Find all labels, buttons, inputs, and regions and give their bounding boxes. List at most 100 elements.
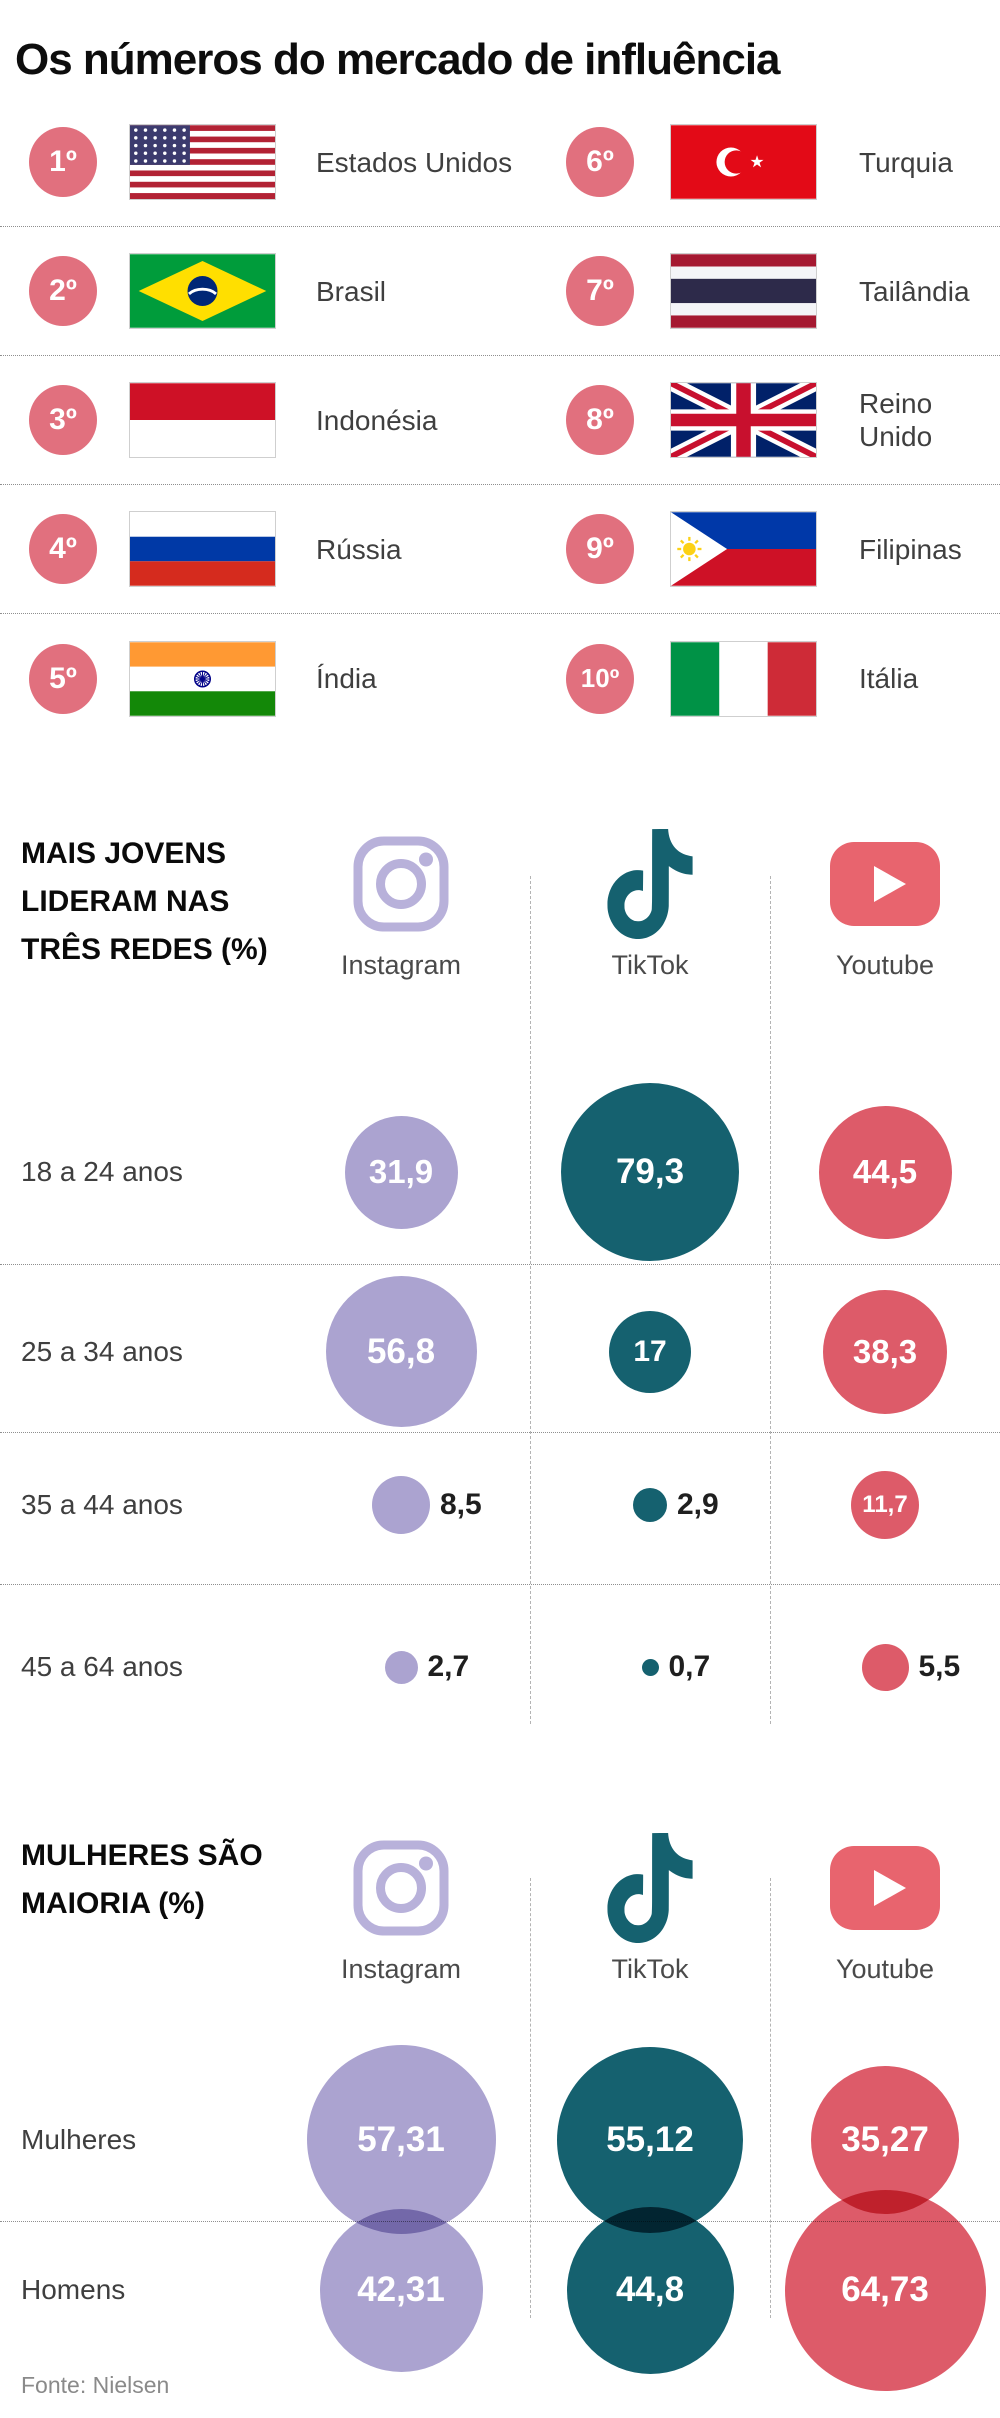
chart-row: Homens 42,31 44,8 64,73: [0, 2189, 1000, 2391]
rank-item: 5º Índia: [0, 640, 566, 717]
bubble-tiktok: 2,9: [633, 1487, 719, 1522]
bubble-instagram: 57,31: [306, 2045, 496, 2234]
network-header-youtube: Youtube: [770, 1790, 1000, 2052]
rank-badge: 10º: [566, 643, 634, 714]
bubble-value: 17: [633, 1334, 667, 1368]
bubble-youtube: 38,3: [823, 1289, 947, 1414]
rank-badge: 2º: [29, 256, 97, 326]
section-title: MAIS JOVENS LIDERAM NAS TRÊS REDES (%): [21, 830, 272, 974]
rank-item: 7º Tailândia: [566, 253, 1000, 329]
country-label: Tailândia: [859, 275, 970, 307]
rank-item: 10º Itália: [566, 640, 1000, 717]
bubble-youtube: 5,5: [861, 1643, 960, 1691]
network-label: TikTok: [611, 1954, 689, 1984]
bubble-tiktok: 17: [609, 1310, 691, 1393]
chart-row: 35 a 44 anos 8,5 2,9 11,7: [0, 1433, 1000, 1585]
bubble-cell: 11,7: [770, 1470, 1000, 1539]
bubble-instagram: 2,7: [384, 1650, 469, 1684]
flag-gb: [670, 382, 817, 458]
bubble-instagram: 8,5: [372, 1475, 482, 1534]
network-header-tiktok: TikTok: [530, 810, 770, 1060]
bubble-youtube: 35,27: [811, 2065, 959, 2214]
row-label: 45 a 64 anos: [21, 1651, 183, 1682]
bubble-instagram: 56,8: [325, 1276, 477, 1427]
column-divider: [770, 1878, 771, 2318]
flag-br: [129, 253, 276, 329]
rank-item: 4º Rússia: [0, 511, 566, 587]
bubble-value: 38,3: [852, 1332, 918, 1370]
rank-row: 3º Indonésia 8º Reino Unido: [0, 356, 1000, 485]
country-label: Itália: [859, 663, 919, 694]
bubble-cell: 57,31: [272, 2045, 530, 2234]
flag-ph: [670, 511, 817, 587]
network-label: Instagram: [340, 950, 462, 980]
row-label: Homens: [21, 2274, 126, 2305]
bubble-cell: 5,5: [770, 1643, 1000, 1691]
chart-header: MAIS JOVENS LIDERAM NAS TRÊS REDES (%) I…: [0, 810, 1000, 1060]
bubble-cell: 2,7: [272, 1650, 530, 1684]
chart-mais-jovens: MAIS JOVENS LIDERAM NAS TRÊS REDES (%) I…: [0, 810, 1000, 1750]
bubble-tiktok: 79,3: [561, 1083, 739, 1261]
rank-badge: 6º: [566, 127, 634, 197]
youtube-icon: [830, 824, 940, 944]
bubble-value: 31,9: [368, 1153, 434, 1190]
bubble-cell: 8,5: [272, 1475, 530, 1534]
bubble-instagram: 42,31: [319, 2208, 483, 2372]
bubble-cell: 42,31: [272, 2208, 530, 2372]
tiktok-icon: [601, 824, 699, 944]
source-label: Fonte: Nielsen: [21, 2372, 170, 2398]
rank-item: 8º Reino Unido: [566, 382, 1000, 458]
bubble-cell: 17: [530, 1310, 770, 1393]
bubble-value: 11,7: [862, 1490, 908, 1518]
row-label: 18 a 24 anos: [21, 1156, 183, 1187]
country-label: Estados Unidos: [316, 146, 513, 178]
flag-tr: [670, 124, 817, 200]
column-divider: [770, 876, 771, 1724]
chart-row: 45 a 64 anos 2,7 0,7 5,5: [0, 1585, 1000, 1749]
bubble-tiktok: 44,8: [566, 2206, 734, 2374]
network-header-instagram: Instagram: [272, 1790, 530, 2052]
bubble-youtube: 11,7: [851, 1470, 919, 1539]
rank-row: 1º Estados Unidos 6º Turquia: [0, 98, 1000, 227]
country-label: Filipinas: [859, 533, 962, 565]
country-label: Rússia: [316, 533, 402, 565]
bubble-value: 42,31: [357, 2270, 445, 2309]
bubble-cell: 44,5: [770, 1105, 1000, 1239]
flag-th: [670, 253, 817, 329]
country-label: Indonésia: [316, 404, 438, 436]
flag-in: [129, 640, 276, 717]
rank-row: 4º Rússia 9º Filipinas: [0, 485, 1000, 614]
bubble-value: 2,9: [677, 1487, 719, 1521]
bubble-youtube: 64,73: [784, 2189, 986, 2391]
rank-badge: 3º: [29, 385, 97, 455]
rank-item: 1º Estados Unidos: [0, 124, 566, 200]
title-line: MULHERES SÃO: [21, 1839, 263, 1872]
youtube-icon: [830, 1828, 940, 1948]
rank-row: 2º Brasil 7º Tailândia: [0, 227, 1000, 356]
page-title: Os números do mercado de influência: [15, 35, 781, 85]
bubble-tiktok: 0,7: [641, 1650, 710, 1683]
rank-badge: 9º: [566, 514, 634, 584]
flag-id: [129, 382, 276, 458]
country-label: Reino Unido: [859, 388, 933, 452]
flag-it: [670, 640, 817, 717]
chart-rows: 18 a 24 anos 31,9 79,3 44,5 25 a 34 anos 56,8…: [0, 1060, 1000, 1749]
country-label: Brasil: [316, 275, 387, 307]
rank-badge: 4º: [29, 514, 97, 584]
bubble-value: 5,5: [918, 1650, 961, 1683]
bubble-cell: 31,9: [272, 1115, 530, 1229]
country-ranking-list: 1º Estados Unidos 6º Turquia 2º Brasil 7º Tailâ…: [0, 98, 1000, 743]
bubble-cell: 44,8: [530, 2206, 770, 2374]
flag-us: [129, 124, 276, 200]
network-header-instagram: Instagram: [272, 810, 530, 1060]
title-line: MAIS JOVENS: [21, 837, 227, 870]
chart-rows: Mulheres 57,31 55,12 35,27 Homens 42,31 44,8 64…: [0, 2045, 1000, 2391]
section-title-block: MAIS JOVENS LIDERAM NAS TRÊS REDES (%): [0, 810, 272, 1060]
bubble-cell: 35,27: [770, 2065, 1000, 2214]
bubble-value: 56,8: [366, 1331, 436, 1371]
rank-item: 2º Brasil: [0, 253, 566, 329]
chart-row: 18 a 24 anos 31,9 79,3 44,5: [0, 1060, 1000, 1265]
title-line: LIDERAM NAS: [21, 885, 230, 918]
chart-header: MULHERES SÃO MAIORIA (%) Instagram TikTo…: [0, 1790, 1000, 2052]
